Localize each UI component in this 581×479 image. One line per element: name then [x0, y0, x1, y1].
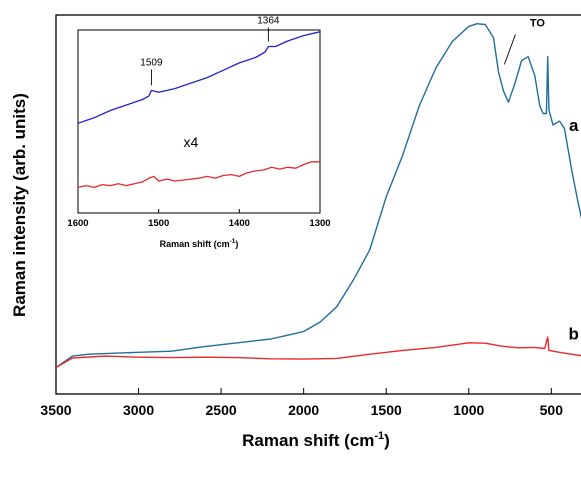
main-annotation-label: a	[569, 116, 579, 135]
main-x-tick-label: 500	[540, 402, 564, 418]
main-x-tick-label: 2500	[206, 402, 237, 418]
main-x-axis-label-sup: -1	[374, 430, 384, 442]
inset-series-group	[78, 31, 320, 189]
main-x-tick-label: 1000	[453, 402, 484, 418]
main-annotation-label: TO	[530, 17, 546, 29]
inset-x-axis-label-close: )	[235, 239, 238, 249]
inset-x-axis-label: Raman shift (cm-1)	[160, 238, 239, 249]
inset-series-line-1	[78, 161, 320, 189]
inset-annotations: 1509 1364 x4	[140, 15, 280, 150]
inset-chart: 1600 1500 1400 1300 1509 1364 x4 Raman shift …	[67, 15, 330, 249]
inset-x-tick-label: 1400	[229, 218, 250, 229]
inset-x-tick-label: 1500	[148, 218, 169, 229]
inset-x-tick-label: 1600	[67, 218, 88, 229]
main-x-ticks: 3500 3000 2500 2000 1500 1000 500	[40, 388, 563, 418]
main-annotations: a b TO	[503, 17, 579, 343]
main-x-axis-label-text: Raman shift (cm	[242, 431, 374, 450]
main-chart: 3500 3000 2500 2000 1500 1000 500 a b TO Raman s…	[10, 14, 581, 450]
main-series-group	[56, 23, 581, 369]
inset-x-axis-label-sup: -1	[230, 238, 236, 245]
main-series-line-a	[56, 23, 581, 369]
inset-annotation-label: 1509	[140, 57, 163, 68]
main-annotation-leader	[503, 34, 516, 65]
main-x-tick-label: 3000	[123, 402, 154, 418]
main-x-tick-label: 1500	[371, 402, 402, 418]
main-plot-frame	[55, 14, 581, 395]
inset-x-tick-label: 1300	[309, 218, 330, 229]
main-series-line-b	[56, 336, 581, 369]
inset-x-ticks: 1600 1500 1400 1300	[67, 209, 331, 229]
main-x-tick-label: 3500	[40, 402, 71, 418]
main-annotation-label: b	[569, 324, 579, 343]
main-x-axis-label: Raman shift (cm-1)	[242, 430, 390, 450]
main-x-tick-label: 2000	[288, 402, 319, 418]
inset-plot-frame	[77, 29, 321, 214]
inset-series-line-0	[78, 31, 320, 124]
main-y-axis-label: Raman intensity (arb. units)	[10, 93, 29, 317]
inset-annotation-label: x4	[184, 134, 199, 150]
inset-x-axis-label-text: Raman shift (cm	[160, 239, 230, 249]
main-x-axis-label-close: )	[384, 431, 390, 450]
inset-annotation-label: 1364	[257, 15, 280, 26]
